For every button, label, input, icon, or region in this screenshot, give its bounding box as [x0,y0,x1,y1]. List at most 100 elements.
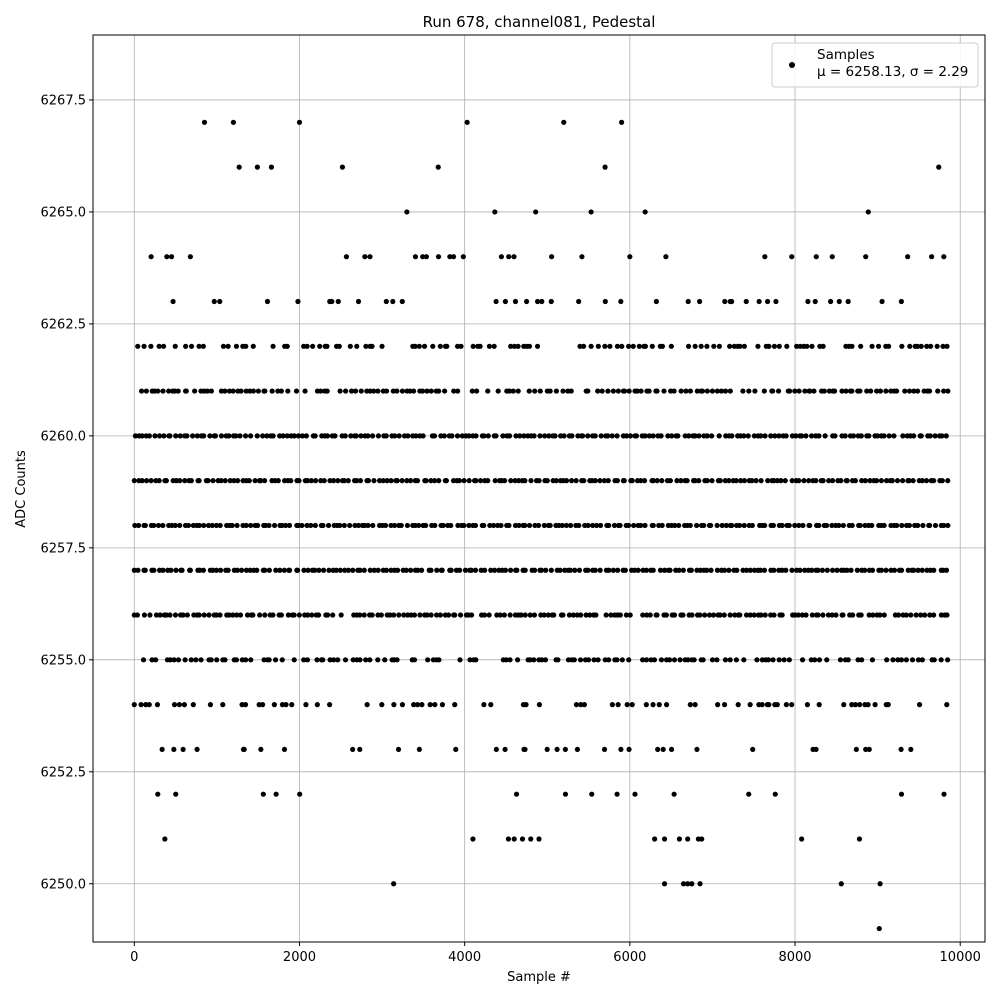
data-point [428,388,434,394]
data-point [840,612,846,618]
data-point [477,478,484,484]
data-point [751,433,757,439]
data-point [898,298,904,305]
data-point [726,478,732,484]
data-point [698,343,704,349]
data-point [266,567,272,573]
y-tick-label: 6255.0 [41,653,87,668]
data-point [758,612,764,618]
data-point [601,746,608,753]
data-point [131,702,137,708]
data-point [602,164,608,170]
data-point [783,702,789,708]
data-point [737,612,743,618]
data-point [405,433,411,439]
data-point [776,433,782,439]
data-point [546,433,552,439]
data-point [392,433,398,439]
data-point [312,478,319,484]
data-point [914,343,921,349]
data-point [696,478,702,484]
data-point [286,522,293,529]
data-point [506,433,513,439]
data-point [594,522,600,529]
data-point [944,612,950,618]
data-point [460,254,466,260]
data-point [172,522,178,529]
data-point [182,478,188,484]
data-point [563,478,570,484]
data-point [167,433,173,439]
data-point [498,522,504,529]
data-point [773,298,779,305]
data-point [485,478,491,484]
data-point [918,343,924,349]
data-point [789,254,795,260]
data-point [829,612,835,618]
data-point [581,702,587,708]
data-point [741,478,748,484]
data-point [903,612,909,618]
data-point [614,343,621,349]
data-point [898,567,905,573]
data-point [559,522,565,529]
data-point [248,657,254,663]
data-point [284,433,290,439]
data-point [416,746,422,753]
data-point [727,343,733,349]
data-point [451,388,457,394]
data-point [488,567,494,573]
data-point [682,433,688,439]
data-point [283,702,289,708]
data-point [378,612,384,618]
data-point [941,791,947,797]
data-point [435,254,442,260]
data-point [279,657,285,663]
data-point [217,298,223,305]
data-point [716,343,723,349]
data-point [143,478,150,484]
data-point [545,612,551,618]
data-point [254,164,260,170]
data-point [665,433,671,439]
data-point [538,567,545,573]
data-point [455,388,461,394]
data-point [770,657,776,663]
data-point [795,612,801,618]
data-point [464,119,470,125]
data-point [627,254,633,260]
data-point [391,612,397,618]
data-point [569,478,575,484]
data-point [772,433,778,439]
data-point [222,388,228,394]
data-point [575,433,581,439]
data-point [266,522,272,529]
data-point [156,343,162,349]
data-point [885,702,891,708]
data-point [655,746,661,753]
data-point [234,522,240,529]
data-point [395,746,402,753]
data-point [448,567,454,573]
data-point [347,522,353,529]
data-point [741,343,747,349]
data-point [727,388,733,394]
data-point [260,791,266,797]
data-point [472,522,479,529]
y-tick-label: 6250.0 [41,877,87,892]
x-tick-label: 8000 [778,950,811,965]
data-point [160,343,167,349]
data-point [296,119,303,125]
data-point [151,522,157,529]
data-point [457,612,464,618]
data-point [826,478,832,484]
data-point [388,478,394,484]
data-point [881,612,887,618]
data-point [414,478,421,484]
data-point [526,343,533,349]
data-point [609,433,615,439]
data-point [898,657,905,663]
data-point [505,836,512,842]
